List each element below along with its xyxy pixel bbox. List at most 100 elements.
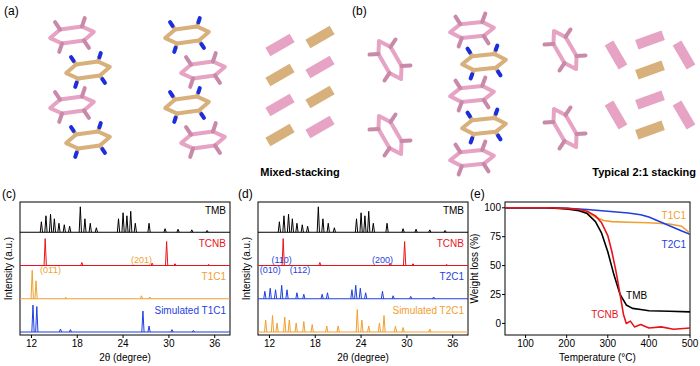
ring (449, 149, 494, 168)
peak (287, 214, 289, 232)
nitrile (495, 110, 497, 114)
annotation: (110) (272, 255, 292, 265)
peak (274, 290, 276, 299)
nitrile (198, 88, 201, 92)
nitrile (495, 46, 497, 50)
methyl (484, 99, 489, 107)
series-label: TMB (205, 205, 226, 216)
peak (171, 330, 173, 332)
series-label: Simulated T1C1 (154, 305, 226, 316)
peak (49, 214, 51, 232)
methyl (481, 142, 486, 150)
stack-block (265, 124, 294, 147)
peak (296, 223, 298, 232)
peak (207, 264, 209, 265)
ring (180, 60, 226, 80)
methyl (456, 144, 461, 152)
peak (337, 326, 339, 332)
y-tick-label: 75 (490, 231, 502, 242)
baseline (20, 298, 230, 299)
stack-block (673, 40, 696, 69)
peak (58, 223, 60, 232)
ring (65, 60, 111, 80)
methyl (215, 75, 220, 83)
peak (148, 223, 150, 232)
series-label: T2C1 (662, 239, 687, 250)
series-label: TCNB (199, 238, 227, 249)
x-tick-label: 18 (72, 338, 84, 349)
methyl (212, 123, 217, 131)
nitrile (99, 123, 102, 127)
series-label: T2C1 (440, 271, 465, 282)
peak (89, 223, 91, 232)
ring (164, 95, 210, 115)
peak (392, 296, 394, 299)
peak (269, 288, 271, 298)
ring (49, 95, 95, 115)
peak (429, 329, 431, 332)
molecule (64, 52, 112, 88)
x-axis-label: 2θ (degree) (99, 352, 151, 363)
peak (149, 297, 151, 299)
methyl (186, 57, 191, 65)
peak (95, 228, 97, 232)
stack-block (265, 64, 294, 87)
peak (333, 228, 335, 232)
panel-label: (c) (2, 187, 16, 201)
molecule (366, 108, 414, 161)
y-tick (502, 236, 505, 237)
peak (295, 323, 297, 332)
molecule (461, 109, 508, 143)
nitrile (470, 138, 472, 142)
stack-block (305, 26, 334, 49)
peak (44, 239, 46, 266)
peak (45, 216, 47, 232)
peak (130, 211, 132, 232)
ring (461, 117, 506, 136)
y-tick (502, 323, 505, 324)
peak (281, 285, 283, 298)
peak (286, 290, 288, 299)
baseline (20, 332, 230, 333)
peak (291, 219, 293, 232)
methyl (383, 73, 392, 80)
peak (117, 219, 119, 232)
peak (206, 230, 208, 232)
peak (36, 307, 38, 332)
peak (142, 311, 144, 332)
x-axis-label: 2θ (degree) (337, 352, 389, 363)
peak (84, 219, 86, 232)
tga-curve (505, 208, 690, 233)
nitrile (468, 48, 470, 52)
molecule (449, 77, 496, 111)
peak (164, 229, 166, 233)
methyl (55, 22, 60, 30)
panel-a: (a)Mixed-stacking (4, 4, 340, 178)
nitrile (201, 44, 204, 48)
peak (432, 297, 434, 299)
methyl (481, 14, 486, 22)
peak (445, 264, 447, 265)
y-tick-label: 50 (490, 260, 502, 271)
peak (429, 230, 431, 232)
peak (306, 226, 308, 232)
frame (258, 202, 468, 335)
stack-block (305, 56, 334, 79)
xrd-chart: (d)12182430362θ (degree)Intensity (a.u.)… (238, 187, 468, 363)
tga-chart: (e)1002003004005000255075100Temperature … (469, 187, 699, 363)
peak (326, 293, 328, 299)
nitrile (498, 71, 500, 75)
peak (383, 316, 385, 332)
peak (372, 223, 374, 232)
peak (301, 225, 303, 232)
molecule (179, 52, 227, 88)
series-label: Simulated T2C1 (392, 305, 464, 316)
molecule (461, 45, 508, 79)
nitrile (75, 153, 78, 157)
peak (81, 263, 83, 266)
peak (59, 329, 61, 332)
peak (319, 263, 321, 266)
ring (548, 105, 582, 150)
caption: Mixed-stacking (260, 166, 339, 178)
panel-label: (d) (238, 187, 253, 201)
